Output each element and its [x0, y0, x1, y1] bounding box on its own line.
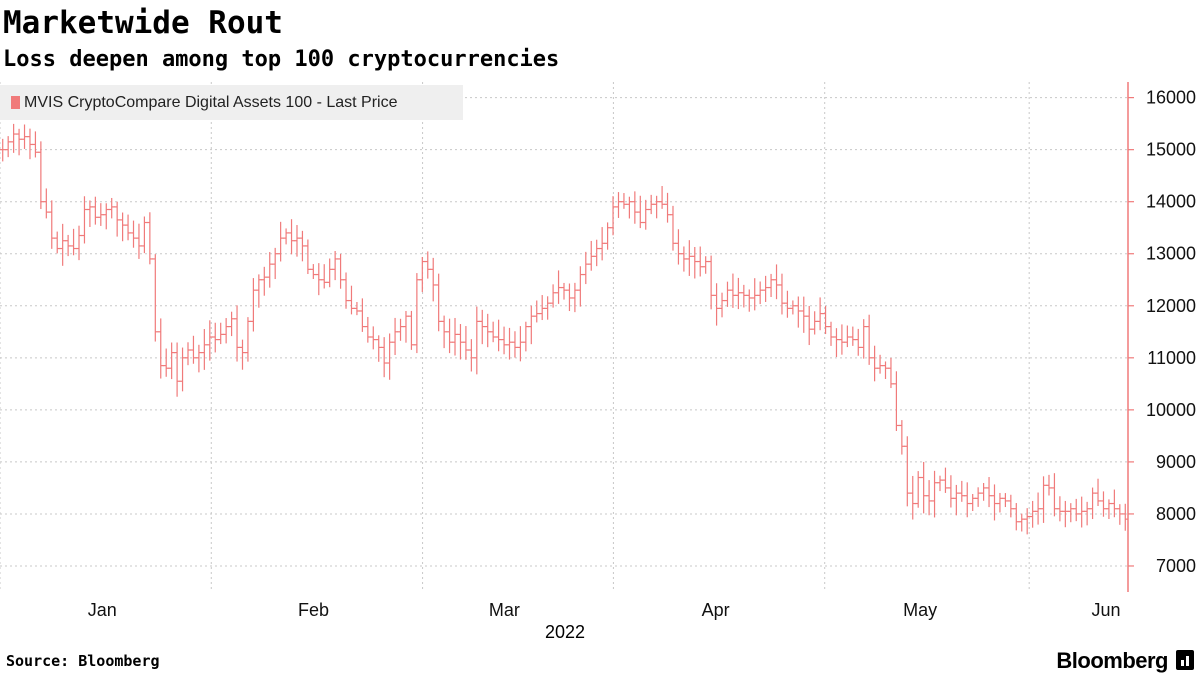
- legend-swatch: [11, 96, 20, 109]
- y-tick-label: 12000: [1146, 296, 1196, 316]
- x-tick-label: Mar: [489, 600, 520, 620]
- y-tick-label: 15000: [1146, 140, 1196, 160]
- x-tick-label: Jan: [88, 600, 117, 620]
- legend-label: MVIS CryptoCompare Digital Assets 100 - …: [24, 93, 398, 111]
- y-tick-label: 8000: [1156, 504, 1196, 524]
- x-tick-label: Apr: [702, 600, 730, 620]
- chart-title: Marketwide Rout: [3, 5, 283, 41]
- chart-legend: MVIS CryptoCompare Digital Assets 100 - …: [0, 85, 463, 120]
- y-tick-label: 7000: [1156, 556, 1196, 576]
- source-note: Source: Bloomberg: [6, 652, 160, 670]
- chart-subtitle: Loss deepen among top 100 cryptocurrenci…: [3, 47, 560, 72]
- x-axis-year-label: 2022: [544, 622, 586, 642]
- y-tick-label: 13000: [1146, 244, 1196, 264]
- y-tick-label: 11000: [1147, 348, 1196, 368]
- x-tick-label: Feb: [298, 600, 329, 620]
- bloomberg-logo: Bloomberg: [1056, 648, 1168, 673]
- x-tick-label: Jun: [1091, 600, 1120, 620]
- y-tick-label: 10000: [1146, 400, 1196, 420]
- y-tick-label: 9000: [1156, 452, 1196, 472]
- y-tick-label: 14000: [1146, 192, 1196, 212]
- y-tick-label: 16000: [1146, 88, 1196, 108]
- x-tick-label: May: [903, 600, 937, 620]
- bloomberg-terminal-icon: [1176, 650, 1194, 670]
